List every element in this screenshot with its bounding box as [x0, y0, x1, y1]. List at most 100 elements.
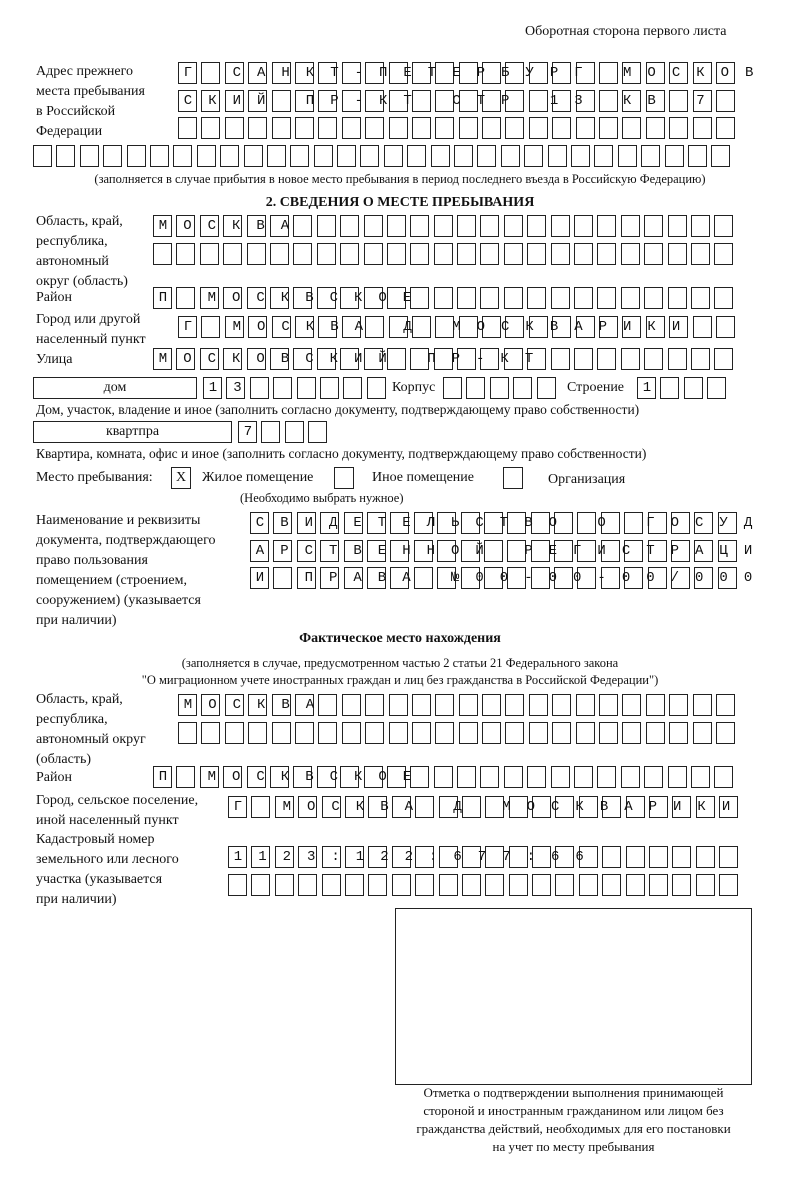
- char-cell[interactable]: [433, 243, 453, 265]
- char-cell[interactable]: [344, 874, 364, 896]
- char-cell[interactable]: [313, 145, 333, 167]
- char-cell[interactable]: [528, 62, 548, 84]
- char-cell[interactable]: [293, 243, 313, 265]
- char-cell[interactable]: [321, 874, 341, 896]
- char-cell[interactable]: [199, 766, 219, 788]
- char-cell[interactable]: [201, 722, 221, 744]
- char-cell[interactable]: [391, 796, 411, 818]
- char-cell[interactable]: [178, 722, 197, 744]
- char-cell[interactable]: [368, 846, 388, 868]
- char-cell[interactable]: [554, 540, 574, 562]
- char-cell[interactable]: [274, 874, 294, 896]
- char-cell[interactable]: [695, 796, 715, 818]
- char-cell[interactable]: [341, 694, 361, 716]
- char-cell[interactable]: [224, 90, 244, 112]
- char-cell[interactable]: [269, 215, 289, 237]
- char-cell[interactable]: [261, 421, 281, 443]
- char-cell[interactable]: [597, 766, 617, 788]
- char-cell[interactable]: [625, 796, 645, 818]
- char-cell[interactable]: [340, 215, 360, 237]
- char-cell[interactable]: [365, 694, 385, 716]
- char-cell[interactable]: [437, 512, 457, 534]
- char-cell[interactable]: [550, 243, 570, 265]
- char-cell[interactable]: [435, 316, 455, 338]
- char-cell[interactable]: [248, 694, 268, 716]
- char-cell[interactable]: [363, 766, 383, 788]
- char-cell[interactable]: [199, 243, 219, 265]
- char-cell[interactable]: [461, 846, 481, 868]
- char-cell[interactable]: [625, 846, 645, 868]
- char-cell[interactable]: [290, 145, 310, 167]
- char-cell[interactable]: [620, 243, 640, 265]
- char-cell[interactable]: [669, 316, 689, 338]
- char-cell[interactable]: [500, 145, 520, 167]
- char-cell[interactable]: [532, 846, 552, 868]
- char-cell[interactable]: [482, 62, 502, 84]
- char-cell[interactable]: [363, 348, 383, 370]
- char-cell[interactable]: [274, 796, 294, 818]
- char-cell[interactable]: [477, 145, 497, 167]
- char-cell[interactable]: [622, 117, 642, 139]
- char-cell[interactable]: [199, 348, 219, 370]
- char-cell[interactable]: [508, 846, 528, 868]
- char-cell[interactable]: [645, 117, 665, 139]
- char-cell[interactable]: [273, 377, 293, 399]
- char-cell[interactable]: [599, 316, 619, 338]
- char-cell[interactable]: [366, 567, 386, 589]
- char-cell[interactable]: [293, 287, 313, 309]
- char-cell[interactable]: [532, 796, 552, 818]
- char-cell[interactable]: [320, 567, 340, 589]
- char-cell[interactable]: [597, 215, 617, 237]
- char-cell[interactable]: [480, 348, 500, 370]
- char-cell[interactable]: [597, 243, 617, 265]
- char-cell[interactable]: [647, 540, 667, 562]
- char-cell[interactable]: [530, 540, 550, 562]
- char-cell[interactable]: [719, 874, 739, 896]
- char-cell[interactable]: [390, 512, 410, 534]
- char-cell[interactable]: [528, 316, 548, 338]
- char-cell[interactable]: [273, 567, 293, 589]
- char-cell[interactable]: [671, 512, 691, 534]
- char-cell[interactable]: [527, 287, 547, 309]
- char-cell[interactable]: [461, 796, 481, 818]
- char-cell[interactable]: [365, 117, 385, 139]
- char-cell[interactable]: [318, 722, 338, 744]
- char-cell[interactable]: [433, 766, 453, 788]
- char-cell[interactable]: [482, 694, 502, 716]
- char-cell[interactable]: [550, 287, 570, 309]
- char-cell[interactable]: [246, 243, 266, 265]
- char-cell[interactable]: [669, 62, 689, 84]
- char-cell[interactable]: [360, 145, 380, 167]
- char-cell[interactable]: [411, 694, 431, 716]
- char-cell[interactable]: [365, 62, 385, 84]
- char-cell[interactable]: [690, 348, 710, 370]
- char-cell[interactable]: [251, 846, 271, 868]
- char-cell[interactable]: [645, 316, 665, 338]
- char-cell[interactable]: [577, 540, 597, 562]
- char-cell[interactable]: [430, 145, 450, 167]
- char-cell[interactable]: [248, 316, 268, 338]
- char-cell[interactable]: [178, 694, 197, 716]
- char-cell[interactable]: [482, 722, 502, 744]
- char-cell[interactable]: [388, 694, 408, 716]
- char-cell[interactable]: [318, 316, 338, 338]
- char-cell[interactable]: [505, 722, 525, 744]
- char-cell[interactable]: [363, 287, 383, 309]
- char-cell[interactable]: [341, 316, 361, 338]
- char-cell[interactable]: [296, 512, 316, 534]
- char-cell[interactable]: [203, 377, 222, 399]
- char-cell[interactable]: [249, 377, 269, 399]
- char-cell[interactable]: [489, 377, 509, 399]
- char-cell[interactable]: [316, 287, 336, 309]
- char-cell[interactable]: [692, 117, 712, 139]
- char-cell[interactable]: [316, 215, 336, 237]
- char-cell[interactable]: [692, 694, 712, 716]
- char-cell[interactable]: [597, 287, 617, 309]
- char-cell[interactable]: [482, 117, 502, 139]
- char-cell[interactable]: [271, 62, 291, 84]
- char-cell[interactable]: [692, 90, 712, 112]
- char-cell[interactable]: [575, 90, 595, 112]
- char-cell[interactable]: [644, 215, 664, 237]
- char-cell[interactable]: [435, 694, 455, 716]
- char-cell[interactable]: [694, 512, 714, 534]
